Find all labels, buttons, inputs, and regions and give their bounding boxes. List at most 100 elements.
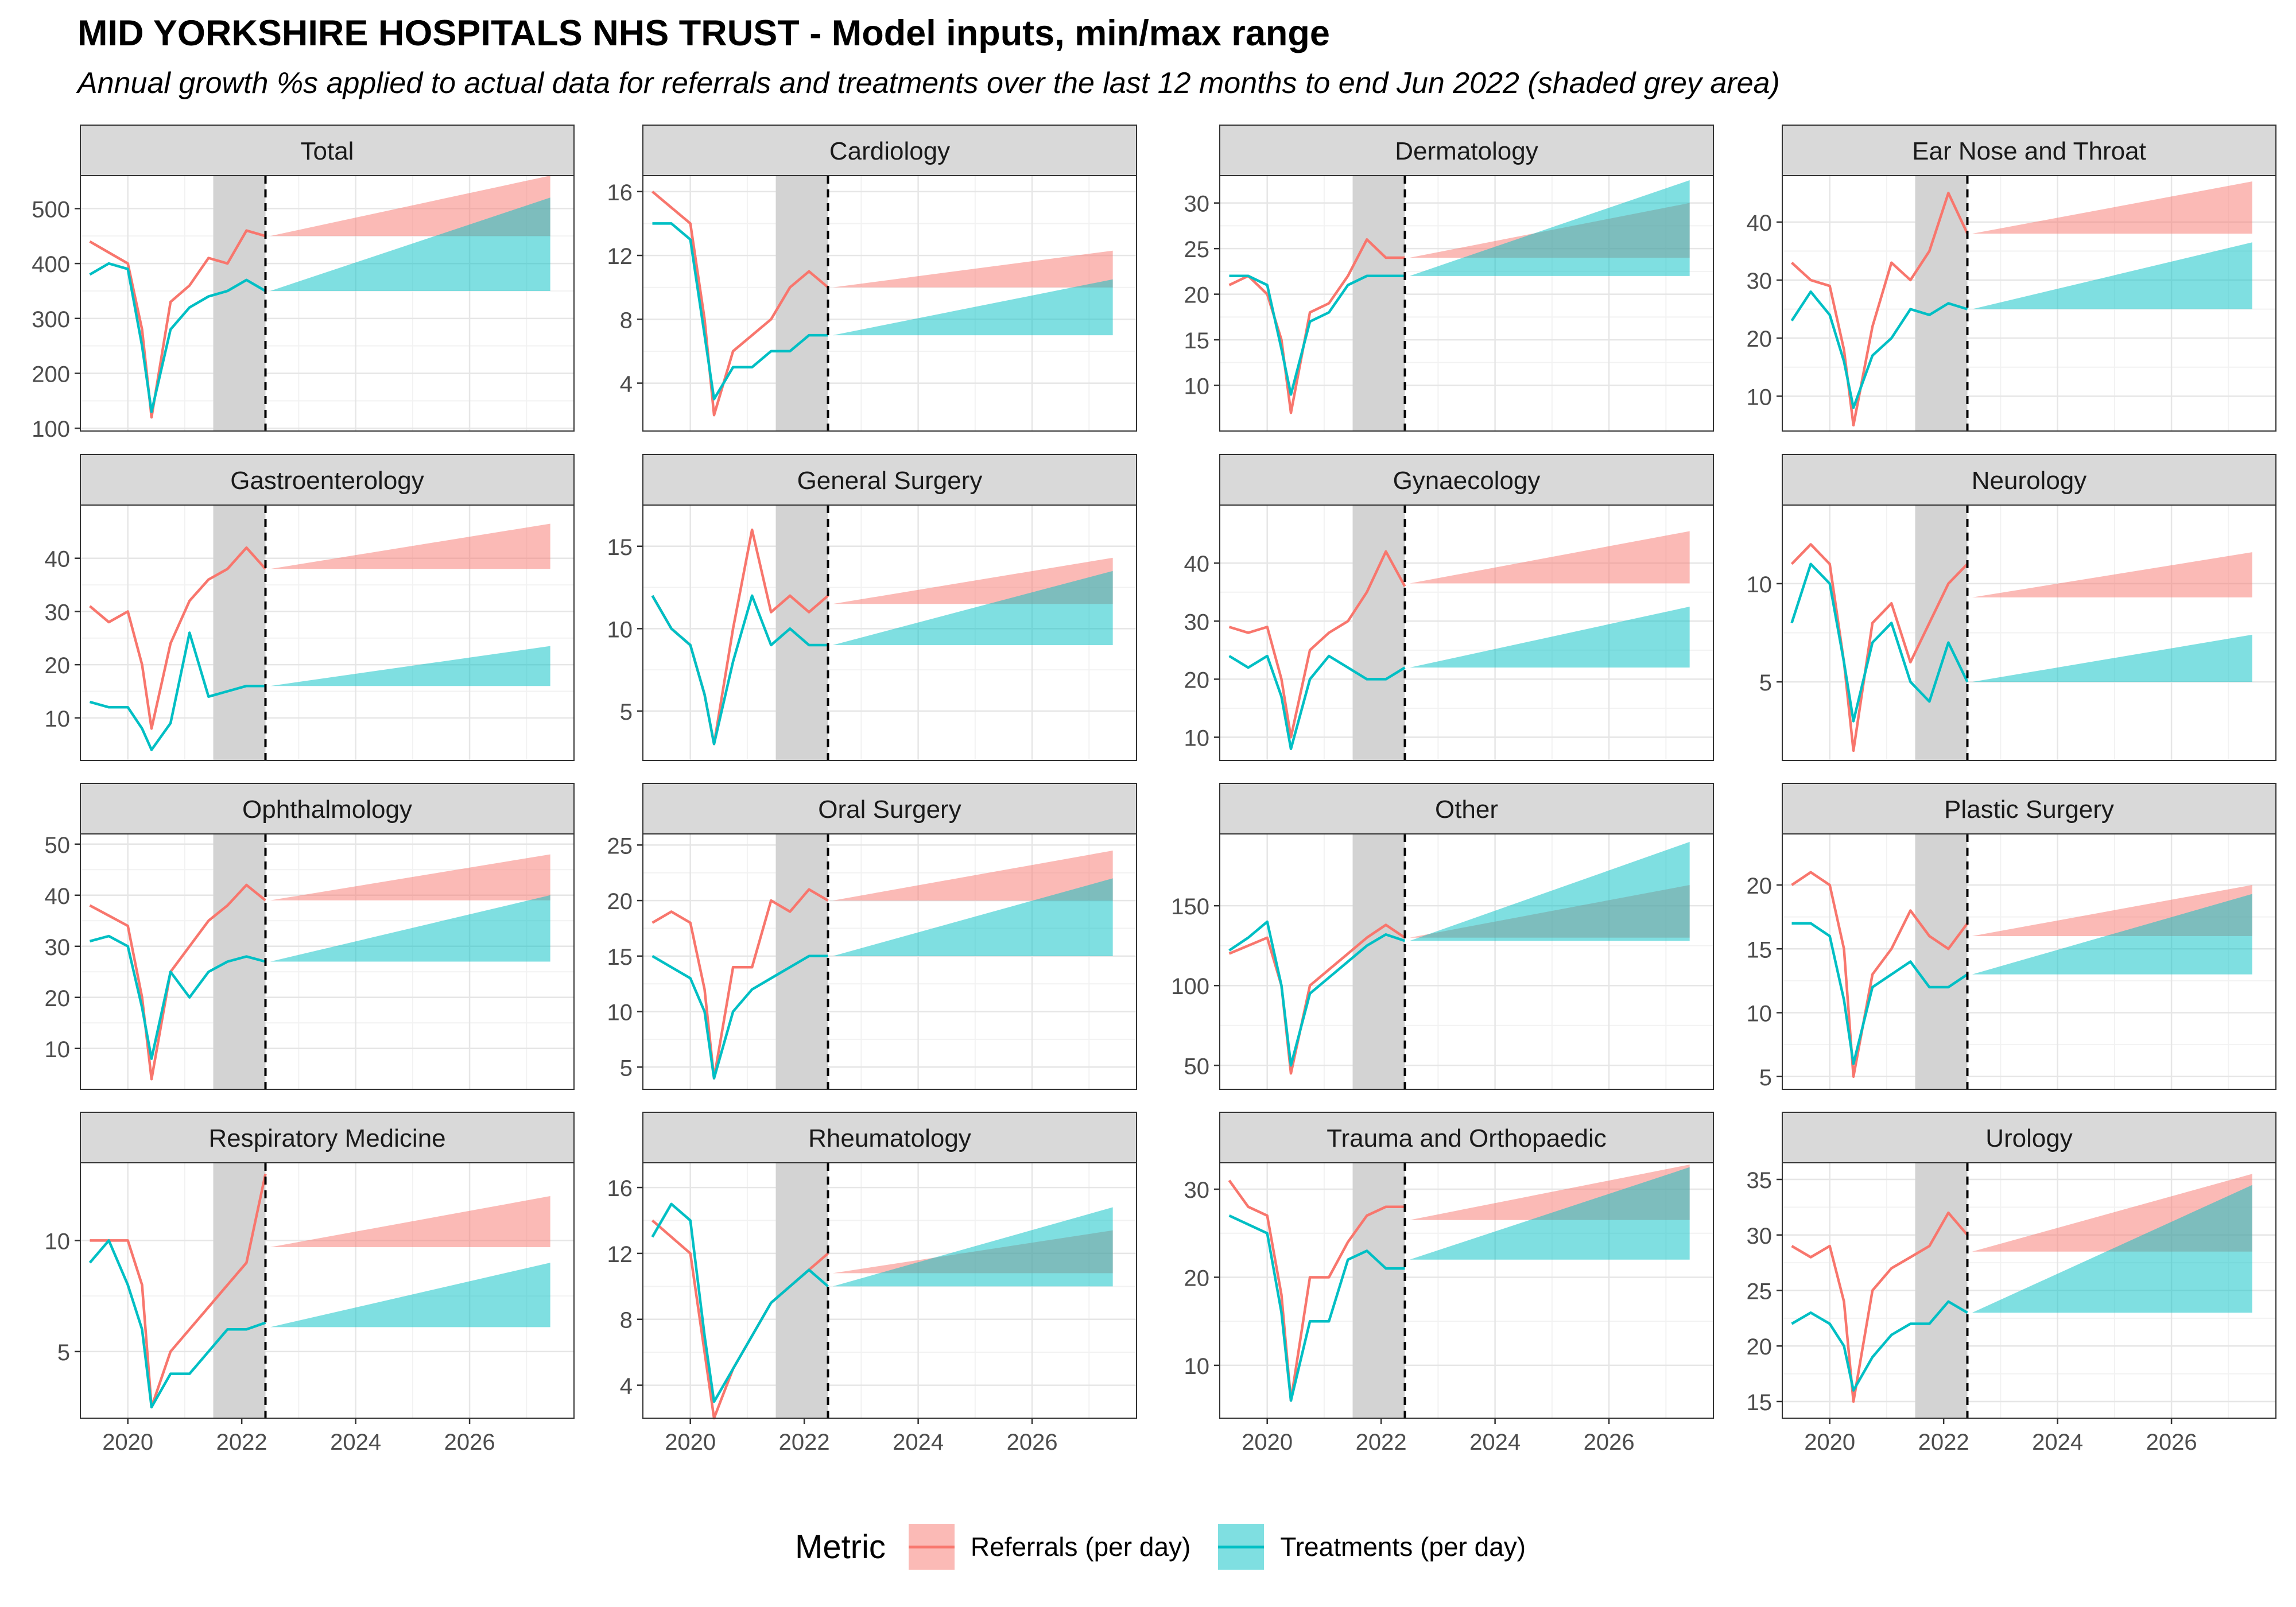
- shaded-period: [213, 505, 266, 760]
- panel-border: [1782, 504, 2276, 761]
- forecast-ribbon-treatments: [1972, 894, 2252, 975]
- facet-title: General Surgery: [797, 467, 983, 495]
- forecast-ribbon-treatments: [832, 878, 1113, 956]
- y-tick-label: 15: [1184, 328, 1210, 354]
- y-tick-label: 10: [45, 1037, 71, 1062]
- y-tick-label: 20: [1184, 1266, 1210, 1291]
- y-tick-label: 4: [620, 1374, 633, 1399]
- facet-strip: [1219, 125, 1714, 176]
- series-line-referrals: [89, 546, 267, 730]
- series-line-treatments: [88, 1239, 266, 1408]
- y-tick-label: 100: [1171, 974, 1209, 999]
- y-tick-label: 30: [45, 600, 71, 625]
- y-tick-label: 10: [607, 617, 633, 642]
- panel-border: [1219, 833, 1714, 1090]
- shaded-period: [1915, 505, 1968, 760]
- facet-title: Urology: [1985, 1124, 2073, 1152]
- y-tick-label: 12: [607, 1242, 633, 1267]
- y-tick-label: 15: [1747, 937, 1773, 962]
- forecast-ribbon-referrals: [832, 851, 1113, 901]
- y-tick-label: 20: [1184, 283, 1210, 308]
- y-tick-label: 40: [1747, 211, 1773, 236]
- x-tick-label: 2026: [1007, 1430, 1058, 1455]
- y-tick-label: 500: [32, 197, 70, 222]
- shaded-period: [1352, 176, 1405, 431]
- panel-border: [642, 1162, 1137, 1419]
- x-tick-label: 2022: [1356, 1430, 1407, 1455]
- legend-title: Metric: [795, 1528, 886, 1566]
- x-tick-label: 2020: [665, 1430, 716, 1455]
- forecast-ribbon-treatments: [1972, 1185, 2252, 1313]
- x-tick-label: 2024: [330, 1430, 381, 1455]
- forecast-ribbon-referrals: [1972, 181, 2252, 234]
- y-tick-label: 40: [1184, 552, 1210, 577]
- series-line-referrals: [651, 888, 829, 1080]
- shaded-period: [213, 834, 266, 1089]
- facet-title: Plastic Surgery: [1944, 795, 2114, 824]
- x-tick-label: 2022: [779, 1430, 830, 1455]
- series-line-treatments: [1228, 1214, 1405, 1402]
- y-tick-label: 20: [45, 986, 71, 1011]
- y-tick-label: 10: [607, 1000, 633, 1026]
- y-tick-label: 10: [1747, 1002, 1773, 1027]
- panel-border: [642, 833, 1137, 1090]
- forecast-ribbon-referrals: [1972, 552, 2252, 597]
- x-tick-label: 2022: [1918, 1430, 1969, 1455]
- facet-cardiology: Cardiology 4 8 12 16: [607, 125, 1137, 432]
- y-tick-label: 150: [1171, 894, 1209, 919]
- forecast-ribbon-treatments: [832, 570, 1113, 646]
- y-tick-label: 10: [1747, 385, 1773, 410]
- series-line-treatments: [652, 222, 828, 401]
- forecast-ribbon-treatments: [1972, 242, 2252, 309]
- facet-title: Cardiology: [829, 137, 950, 165]
- y-tick-label: 20: [1747, 327, 1773, 352]
- series-line-referrals: [1228, 1179, 1405, 1402]
- series-line-treatments: [651, 594, 828, 746]
- panel-border: [642, 504, 1137, 761]
- facet-other: Other 50 100 150: [1171, 783, 1714, 1090]
- y-tick-label: 100: [32, 417, 70, 442]
- y-tick-label: 25: [607, 833, 633, 859]
- shaded-period: [1915, 1163, 1968, 1418]
- series-line-referrals: [1791, 871, 1969, 1078]
- y-tick-label: 8: [620, 1308, 633, 1333]
- forecast-ribbon-referrals: [270, 854, 550, 900]
- y-tick-label: 5: [57, 1340, 70, 1365]
- shaded-period: [775, 176, 828, 431]
- y-tick-label: 35: [1747, 1168, 1773, 1193]
- y-tick-label: 5: [1759, 1065, 1772, 1090]
- facet-urology: Urology 15 20 25 30 35 2020 2022 2024 2026: [1747, 1112, 2276, 1455]
- facet-title: Respiratory Medicine: [208, 1124, 445, 1152]
- panel-background: [643, 1163, 1137, 1418]
- shaded-period: [1352, 1163, 1405, 1418]
- chart-title: MID YORKSHIRE HOSPITALS NHS TRUST - Mode…: [77, 13, 1330, 53]
- series-line-treatments: [89, 631, 266, 751]
- forecast-ribbon-treatments: [270, 646, 550, 686]
- x-tick-label: 2024: [2032, 1430, 2083, 1455]
- series-line-treatments: [1791, 1300, 1968, 1392]
- series-line-treatments: [1790, 290, 1968, 409]
- y-tick-label: 10: [45, 707, 71, 732]
- legend-key-referrals: [908, 1524, 955, 1570]
- facet-trauma-and-orthopaedic: Trauma and Orthopaedic 10 20 30 2020 2022 2024…: [1184, 1112, 1714, 1455]
- series-line-treatments: [89, 934, 266, 1060]
- legend-label-referrals: Referrals (per day): [970, 1532, 1191, 1562]
- y-tick-label: 4: [620, 372, 633, 397]
- y-tick-label: 40: [45, 884, 71, 909]
- y-tick-label: 15: [607, 945, 633, 970]
- y-tick-label: 16: [607, 1176, 633, 1201]
- y-tick-label: 20: [1184, 667, 1210, 693]
- forecast-ribbon-referrals: [832, 250, 1113, 288]
- y-tick-label: 400: [32, 252, 70, 277]
- facet-gynaecology: Gynaecology 10 20 30 40: [1184, 454, 1714, 761]
- y-tick-label: 12: [607, 244, 633, 269]
- facet-general-surgery: General Surgery 5 10 15: [607, 454, 1137, 761]
- shaded-period: [213, 176, 266, 431]
- series-line-referrals: [1228, 550, 1406, 739]
- facet-title: Neurology: [1972, 467, 2087, 495]
- y-tick-label: 20: [1747, 874, 1773, 899]
- facet-total: Total 100 200 300 400 500: [32, 125, 575, 442]
- forecast-ribbon-treatments: [270, 1263, 550, 1327]
- y-tick-label: 300: [32, 307, 70, 332]
